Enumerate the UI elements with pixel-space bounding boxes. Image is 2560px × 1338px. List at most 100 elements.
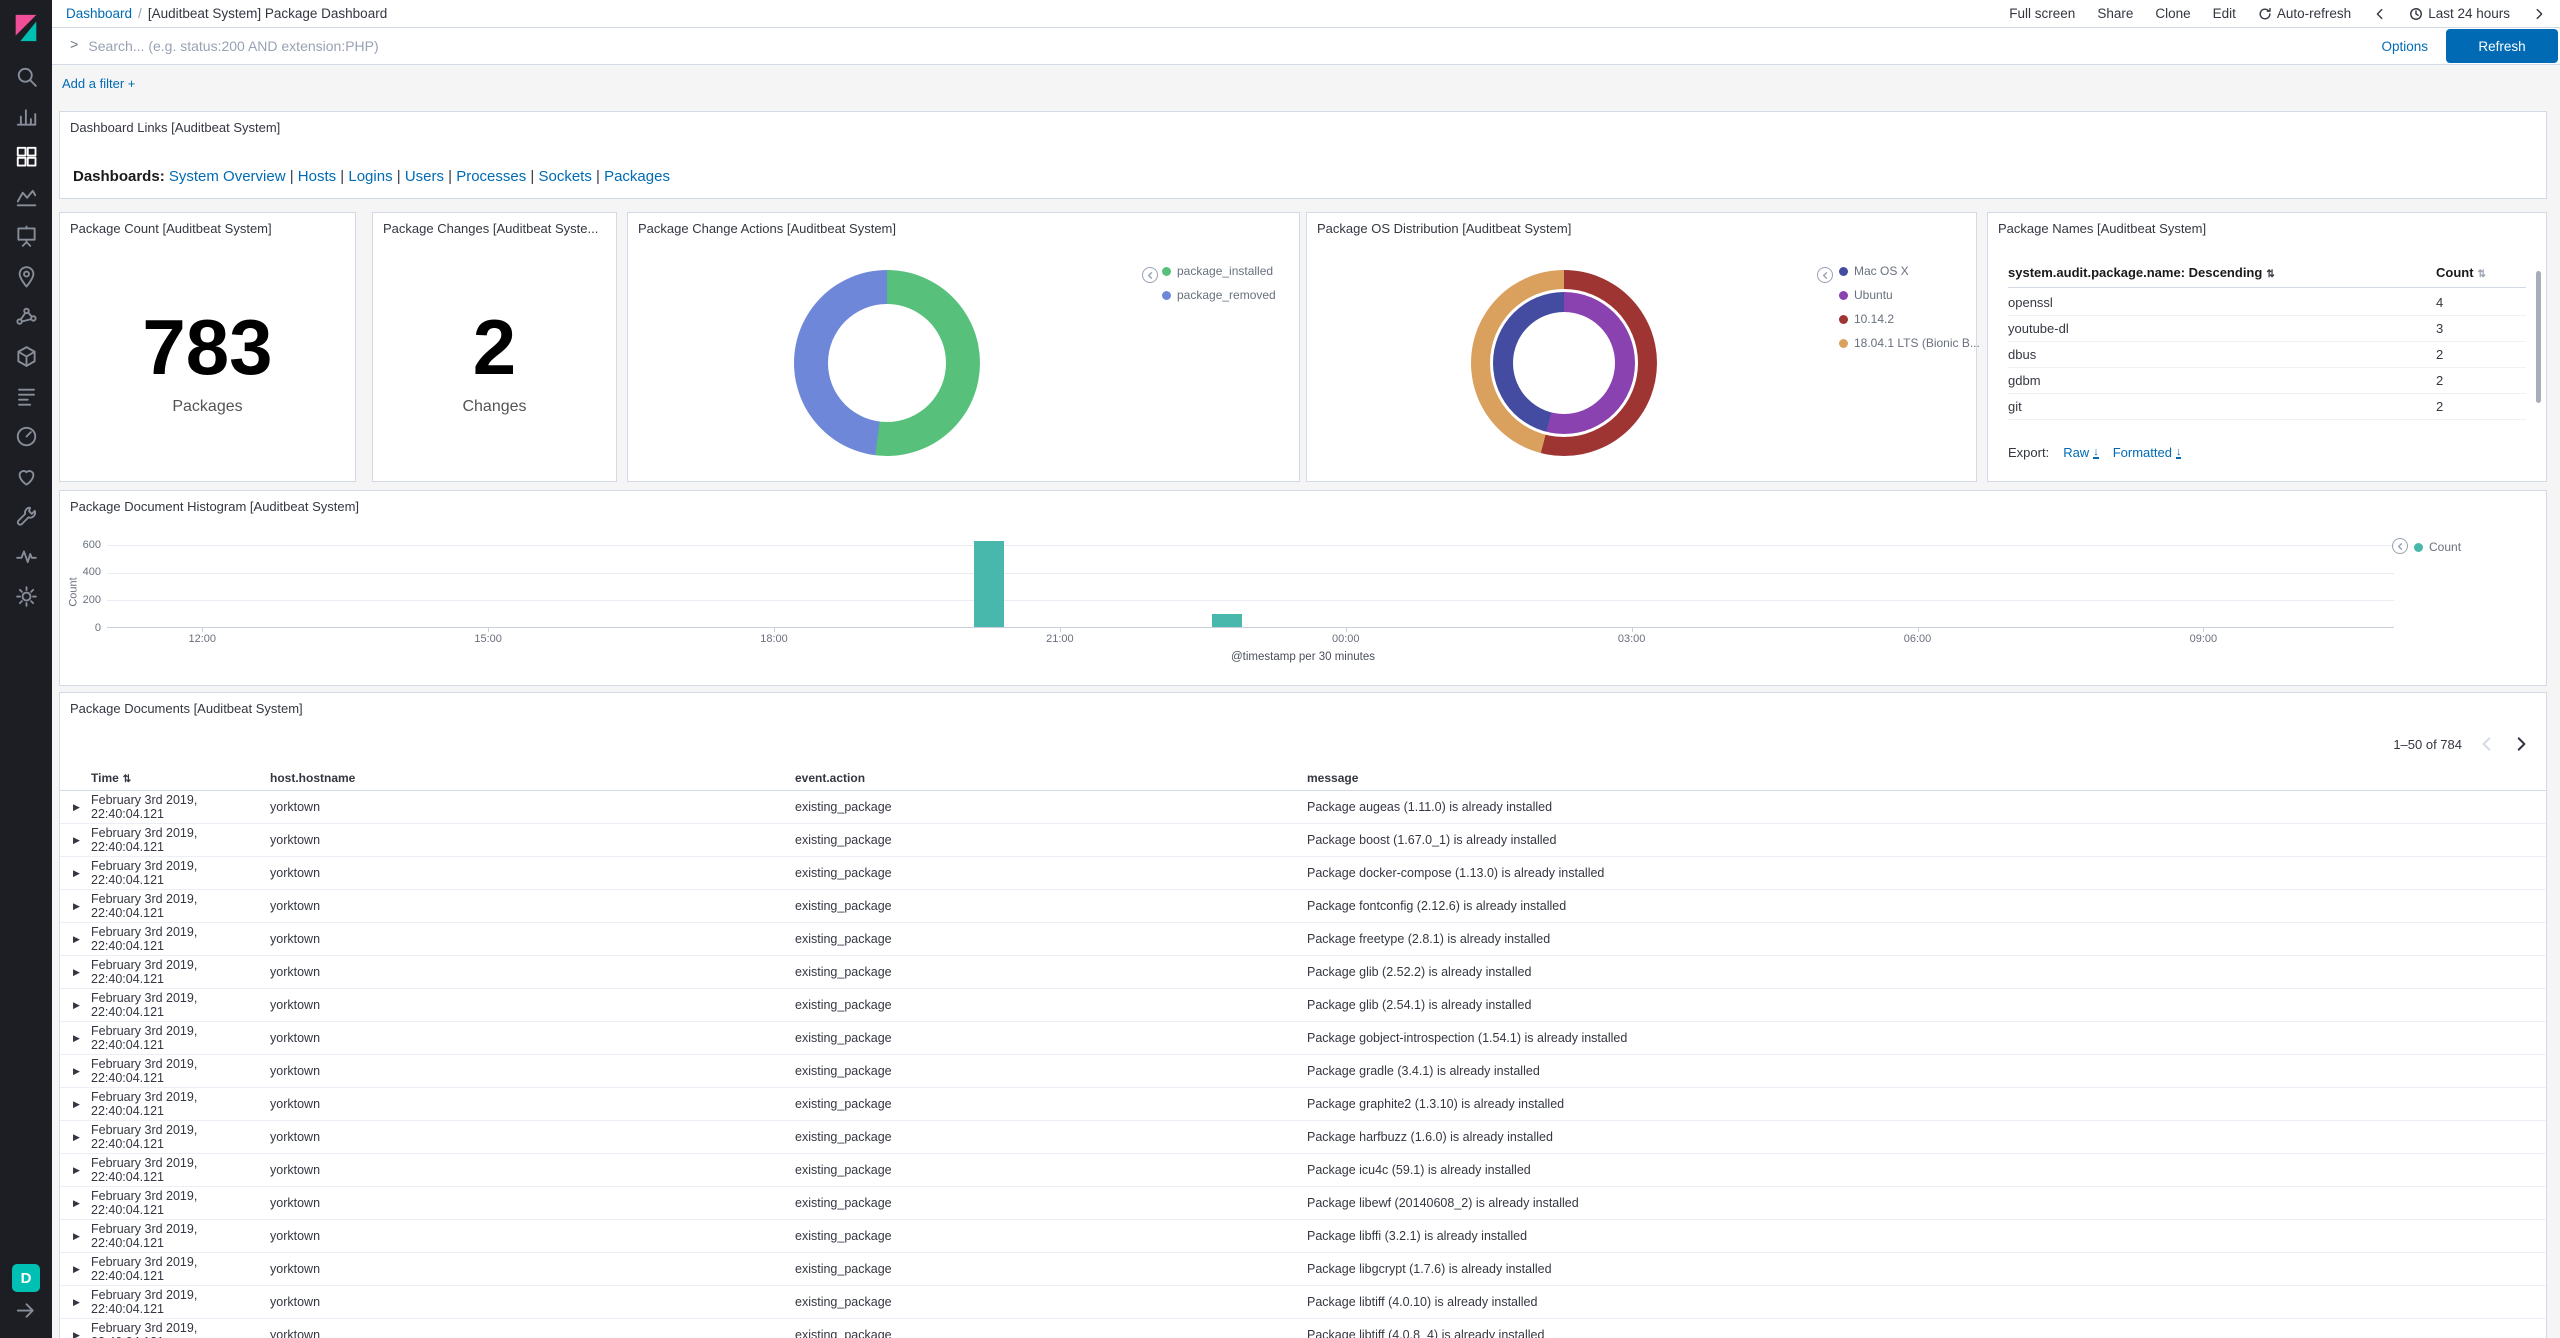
legend-label: package_installed bbox=[1177, 264, 1274, 278]
download-icon: ↓ bbox=[2093, 445, 2099, 459]
dashboard-link-system-overview[interactable]: System Overview bbox=[168, 168, 286, 185]
time-picker-button[interactable]: Last 24 hours bbox=[2409, 6, 2510, 21]
names-table-row[interactable]: dbus 2 bbox=[2008, 342, 2526, 368]
histogram-bar[interactable] bbox=[973, 541, 1004, 627]
auto-refresh-button[interactable]: Auto-refresh bbox=[2258, 6, 2351, 21]
legend-toggle-icon[interactable] bbox=[1142, 267, 1158, 283]
sidebar-item-dashboard[interactable] bbox=[0, 136, 52, 176]
sort-icon: ⇅ bbox=[122, 773, 132, 785]
dashboard-link-hosts[interactable]: Hosts bbox=[297, 168, 337, 185]
expand-row-icon[interactable]: ▶ bbox=[73, 834, 80, 845]
expand-row-icon[interactable]: ▶ bbox=[73, 900, 80, 911]
sidebar-item-management[interactable] bbox=[0, 576, 52, 616]
x-tick-label: 03:00 bbox=[1617, 633, 1646, 645]
histogram-legend: Count bbox=[2414, 535, 2461, 559]
panel-package-documents: Package Documents [Auditbeat System] 1–5… bbox=[59, 692, 2547, 1338]
names-table-row[interactable]: git 2 bbox=[2008, 394, 2526, 420]
sidebar-item-discover[interactable] bbox=[0, 56, 52, 96]
dashboard-link-logins[interactable]: Logins bbox=[348, 168, 393, 185]
gridline bbox=[107, 545, 2394, 546]
package-name-cell[interactable]: gdbm bbox=[2008, 373, 2041, 388]
package-name-cell[interactable]: youtube-dl bbox=[2008, 321, 2069, 336]
legend-item[interactable]: 10.14.2 bbox=[1839, 307, 1980, 331]
change-actions-donut[interactable] bbox=[794, 270, 980, 456]
breadcrumb-separator: / bbox=[138, 6, 142, 21]
os-distribution-donut[interactable] bbox=[1471, 270, 1657, 456]
sidebar-item-machine-learning[interactable] bbox=[0, 296, 52, 336]
dashboard-link-users[interactable]: Users bbox=[404, 168, 444, 185]
expand-row-icon[interactable]: ▶ bbox=[73, 1329, 80, 1338]
sidebar-item-visualize[interactable] bbox=[0, 96, 52, 136]
histogram-bar[interactable] bbox=[1211, 613, 1242, 627]
sidebar-item-canvas[interactable] bbox=[0, 216, 52, 256]
expand-row-icon[interactable]: ▶ bbox=[73, 801, 80, 812]
collapse-nav-icon[interactable] bbox=[14, 1298, 39, 1328]
legend-toggle-icon[interactable] bbox=[1817, 267, 1833, 283]
page-next-button[interactable] bbox=[2512, 735, 2530, 753]
panel-title: Package Changes [Auditbeat Syste... bbox=[383, 221, 599, 236]
breadcrumb-dashboard-link[interactable]: Dashboard bbox=[66, 6, 133, 21]
query-options-link[interactable]: Options bbox=[2381, 38, 2428, 54]
expand-row-icon[interactable]: ▶ bbox=[73, 1032, 80, 1043]
legend-item[interactable]: package_installed bbox=[1162, 259, 1276, 283]
scrollbar-thumb[interactable] bbox=[2536, 271, 2541, 403]
sidebar-item-apm[interactable] bbox=[0, 416, 52, 456]
expand-row-icon[interactable]: ▶ bbox=[73, 1263, 80, 1274]
legend-toggle-icon[interactable] bbox=[2392, 538, 2408, 554]
dashboard-link-packages[interactable]: Packages bbox=[604, 168, 670, 185]
full-screen-button[interactable]: Full screen bbox=[2009, 6, 2076, 21]
expand-row-icon[interactable]: ▶ bbox=[73, 1296, 80, 1307]
expand-row-icon[interactable]: ▶ bbox=[73, 933, 80, 944]
package-name-cell[interactable]: git bbox=[2008, 399, 2022, 414]
expand-row-icon[interactable]: ▶ bbox=[73, 999, 80, 1010]
expand-row-icon[interactable]: ▶ bbox=[73, 966, 80, 977]
time-forward-button[interactable] bbox=[2532, 7, 2546, 21]
names-table-row[interactable]: openssl 4 bbox=[2008, 290, 2526, 316]
edit-button[interactable]: Edit bbox=[2212, 6, 2236, 21]
legend-item[interactable]: Mac OS X bbox=[1839, 259, 1980, 283]
time-column-header[interactable]: Time ⇅ bbox=[91, 770, 132, 785]
names-count-column[interactable]: Count ⇅ bbox=[2436, 265, 2486, 280]
sidebar-item-monitoring[interactable] bbox=[0, 536, 52, 576]
dashboard-link-processes[interactable]: Processes bbox=[456, 168, 527, 185]
message-column-header: message bbox=[1307, 770, 1359, 785]
expand-row-icon[interactable]: ▶ bbox=[73, 867, 80, 878]
time-back-button[interactable] bbox=[2373, 7, 2387, 21]
sidebar-item-uptime[interactable] bbox=[0, 456, 52, 496]
sidebar-item-dev-tools[interactable] bbox=[0, 496, 52, 536]
names-sort-column[interactable]: system.audit.package.name: Descending ⇅ bbox=[2008, 265, 2275, 280]
donut-hole bbox=[828, 304, 946, 422]
expand-row-icon[interactable]: ▶ bbox=[73, 1065, 80, 1076]
histogram-plot[interactable]: 0 200 400 600 12:00 15:00 18:00 21:00 00:00 03:00… bbox=[83, 539, 2394, 645]
legend-dot bbox=[1839, 338, 1848, 348]
table-row: ▶ February 3rd 2019, 22:40:04.121 yorktown… bbox=[60, 1088, 2546, 1121]
expand-row-icon[interactable]: ▶ bbox=[73, 1197, 80, 1208]
export-raw-link[interactable]: Raw ↓ bbox=[2063, 445, 2099, 460]
sidebar-item-timelion[interactable] bbox=[0, 176, 52, 216]
names-table-row[interactable]: youtube-dl 3 bbox=[2008, 316, 2526, 342]
legend-item[interactable]: 18.04.1 LTS (Bionic B... bbox=[1839, 331, 1980, 355]
add-filter-link[interactable]: Add a filter + bbox=[62, 75, 136, 91]
legend-item[interactable]: Count bbox=[2414, 535, 2461, 559]
space-avatar[interactable]: D bbox=[12, 1264, 40, 1292]
sidebar-item-logs[interactable] bbox=[0, 376, 52, 416]
export-formatted-link[interactable]: Formatted ↓ bbox=[2112, 445, 2182, 460]
legend-item[interactable]: Ubuntu bbox=[1839, 283, 1980, 307]
share-button[interactable]: Share bbox=[2097, 6, 2134, 21]
expand-row-icon[interactable]: ▶ bbox=[73, 1098, 80, 1109]
refresh-button[interactable]: Refresh bbox=[2446, 29, 2558, 63]
clone-button[interactable]: Clone bbox=[2155, 6, 2191, 21]
kibana-logo[interactable] bbox=[0, 0, 52, 56]
sidebar-item-maps[interactable] bbox=[0, 256, 52, 296]
legend-item[interactable]: package_removed bbox=[1162, 283, 1276, 307]
dashboard-link-sockets[interactable]: Sockets bbox=[538, 168, 592, 185]
package-name-cell[interactable]: dbus bbox=[2008, 347, 2037, 362]
expand-row-icon[interactable]: ▶ bbox=[73, 1131, 80, 1142]
panel-title: Package Document Histogram [Auditbeat Sy… bbox=[70, 499, 360, 514]
expand-row-icon[interactable]: ▶ bbox=[73, 1230, 80, 1241]
package-name-cell[interactable]: openssl bbox=[2008, 295, 2053, 310]
search-input[interactable] bbox=[88, 38, 2364, 54]
expand-row-icon[interactable]: ▶ bbox=[73, 1164, 80, 1175]
names-table-row[interactable]: gdbm 2 bbox=[2008, 368, 2526, 394]
sidebar-item-infrastructure[interactable] bbox=[0, 336, 52, 376]
